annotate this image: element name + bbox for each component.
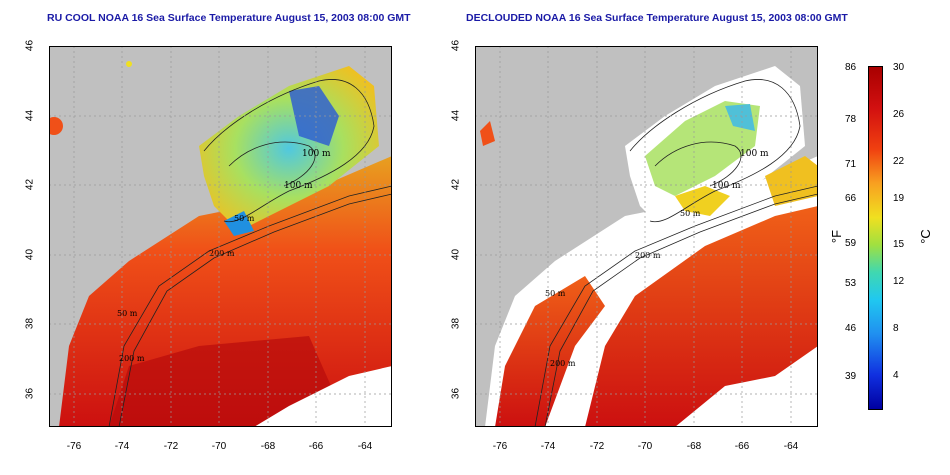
contour-label: 100 m xyxy=(740,149,769,159)
lon-tick-label: -70 xyxy=(211,441,227,452)
lon-tick-label: -66 xyxy=(734,441,750,452)
contour-label: 200 m xyxy=(209,249,235,258)
lon-tick-label: -72 xyxy=(163,441,179,452)
left-map-title: RU COOL NOAA 16 Sea Surface Temperature … xyxy=(47,12,411,24)
bathymetry-contours xyxy=(108,79,392,427)
celsius-tick: 8 xyxy=(893,323,899,334)
fahrenheit-unit-label: °F xyxy=(829,229,845,244)
lat-tick-label: 46 xyxy=(450,39,462,52)
fahrenheit-tick: 46 xyxy=(845,323,857,334)
lon-tick-label: -68 xyxy=(686,441,702,452)
gulf-of-maine-cool-region xyxy=(645,101,760,196)
cloud-patch xyxy=(254,366,392,427)
lat-tick-label: 46 xyxy=(24,39,36,52)
celsius-tick: 4 xyxy=(893,370,899,381)
lon-tick-label: -74 xyxy=(114,441,130,452)
contour-label: 50 m xyxy=(117,309,138,318)
contour-label: 200 m xyxy=(635,251,661,260)
lat-lon-grid xyxy=(475,46,818,427)
celsius-tick: 12 xyxy=(893,276,905,287)
celsius-unit-label: °C xyxy=(917,229,933,244)
temperature-colorbar xyxy=(868,66,883,410)
celsius-tick: 15 xyxy=(893,239,905,250)
fahrenheit-tick: 53 xyxy=(845,278,857,289)
lat-tick-label: 36 xyxy=(24,387,36,400)
contour-label: 50 m xyxy=(234,214,255,223)
celsius-tick: 19 xyxy=(893,193,905,204)
lon-tick-label: -64 xyxy=(783,441,799,452)
lat-tick-label: 40 xyxy=(450,248,462,261)
fahrenheit-tick: 39 xyxy=(845,371,857,382)
gulf-of-maine-cool-region xyxy=(199,66,379,231)
contour-label: 50 m xyxy=(680,209,701,218)
contour-label: 50 m xyxy=(545,289,566,298)
lon-tick-label: -70 xyxy=(637,441,653,452)
fahrenheit-tick: 66 xyxy=(845,193,857,204)
lon-tick-label: -74 xyxy=(540,441,556,452)
lon-tick-label: -66 xyxy=(308,441,324,452)
right-map-title: DECLOUDED NOAA 16 Sea Surface Temperatur… xyxy=(466,12,848,24)
lon-tick-label: -76 xyxy=(492,441,508,452)
lat-tick-label: 42 xyxy=(24,178,36,191)
right-sst-map: 100 m 100 m 50 m 200 m 50 m 200 m xyxy=(475,46,818,427)
lat-lon-grid xyxy=(49,46,392,427)
lat-tick-label: 38 xyxy=(450,317,462,330)
bathymetry-contours xyxy=(534,79,818,427)
contour-label: 200 m xyxy=(119,354,145,363)
lon-tick-label: -64 xyxy=(357,441,373,452)
lon-tick-label: -76 xyxy=(66,441,82,452)
lat-tick-label: 44 xyxy=(450,109,462,122)
fahrenheit-tick: 71 xyxy=(845,159,857,170)
contour-label: 100 m xyxy=(284,181,313,191)
fahrenheit-tick: 78 xyxy=(845,114,857,125)
lat-tick-label: 38 xyxy=(24,317,36,330)
fahrenheit-tick: 59 xyxy=(845,238,857,249)
contour-label: 100 m xyxy=(302,149,331,159)
left-sst-map: 100 m 100 m 50 m 200 m 50 m 200 m xyxy=(49,46,392,427)
contour-label: 100 m xyxy=(712,181,741,191)
celsius-tick: 22 xyxy=(893,156,905,167)
fahrenheit-tick: 86 xyxy=(845,62,857,73)
ocean-warm-region xyxy=(495,276,605,427)
lon-tick-label: -68 xyxy=(260,441,276,452)
celsius-tick: 30 xyxy=(893,62,905,73)
lat-tick-label: 40 xyxy=(24,248,36,261)
lat-tick-label: 42 xyxy=(450,178,462,191)
contour-label: 200 m xyxy=(550,359,576,368)
celsius-tick: 26 xyxy=(893,109,905,120)
lat-tick-label: 36 xyxy=(450,387,462,400)
lon-tick-label: -72 xyxy=(589,441,605,452)
lat-tick-label: 44 xyxy=(24,109,36,122)
